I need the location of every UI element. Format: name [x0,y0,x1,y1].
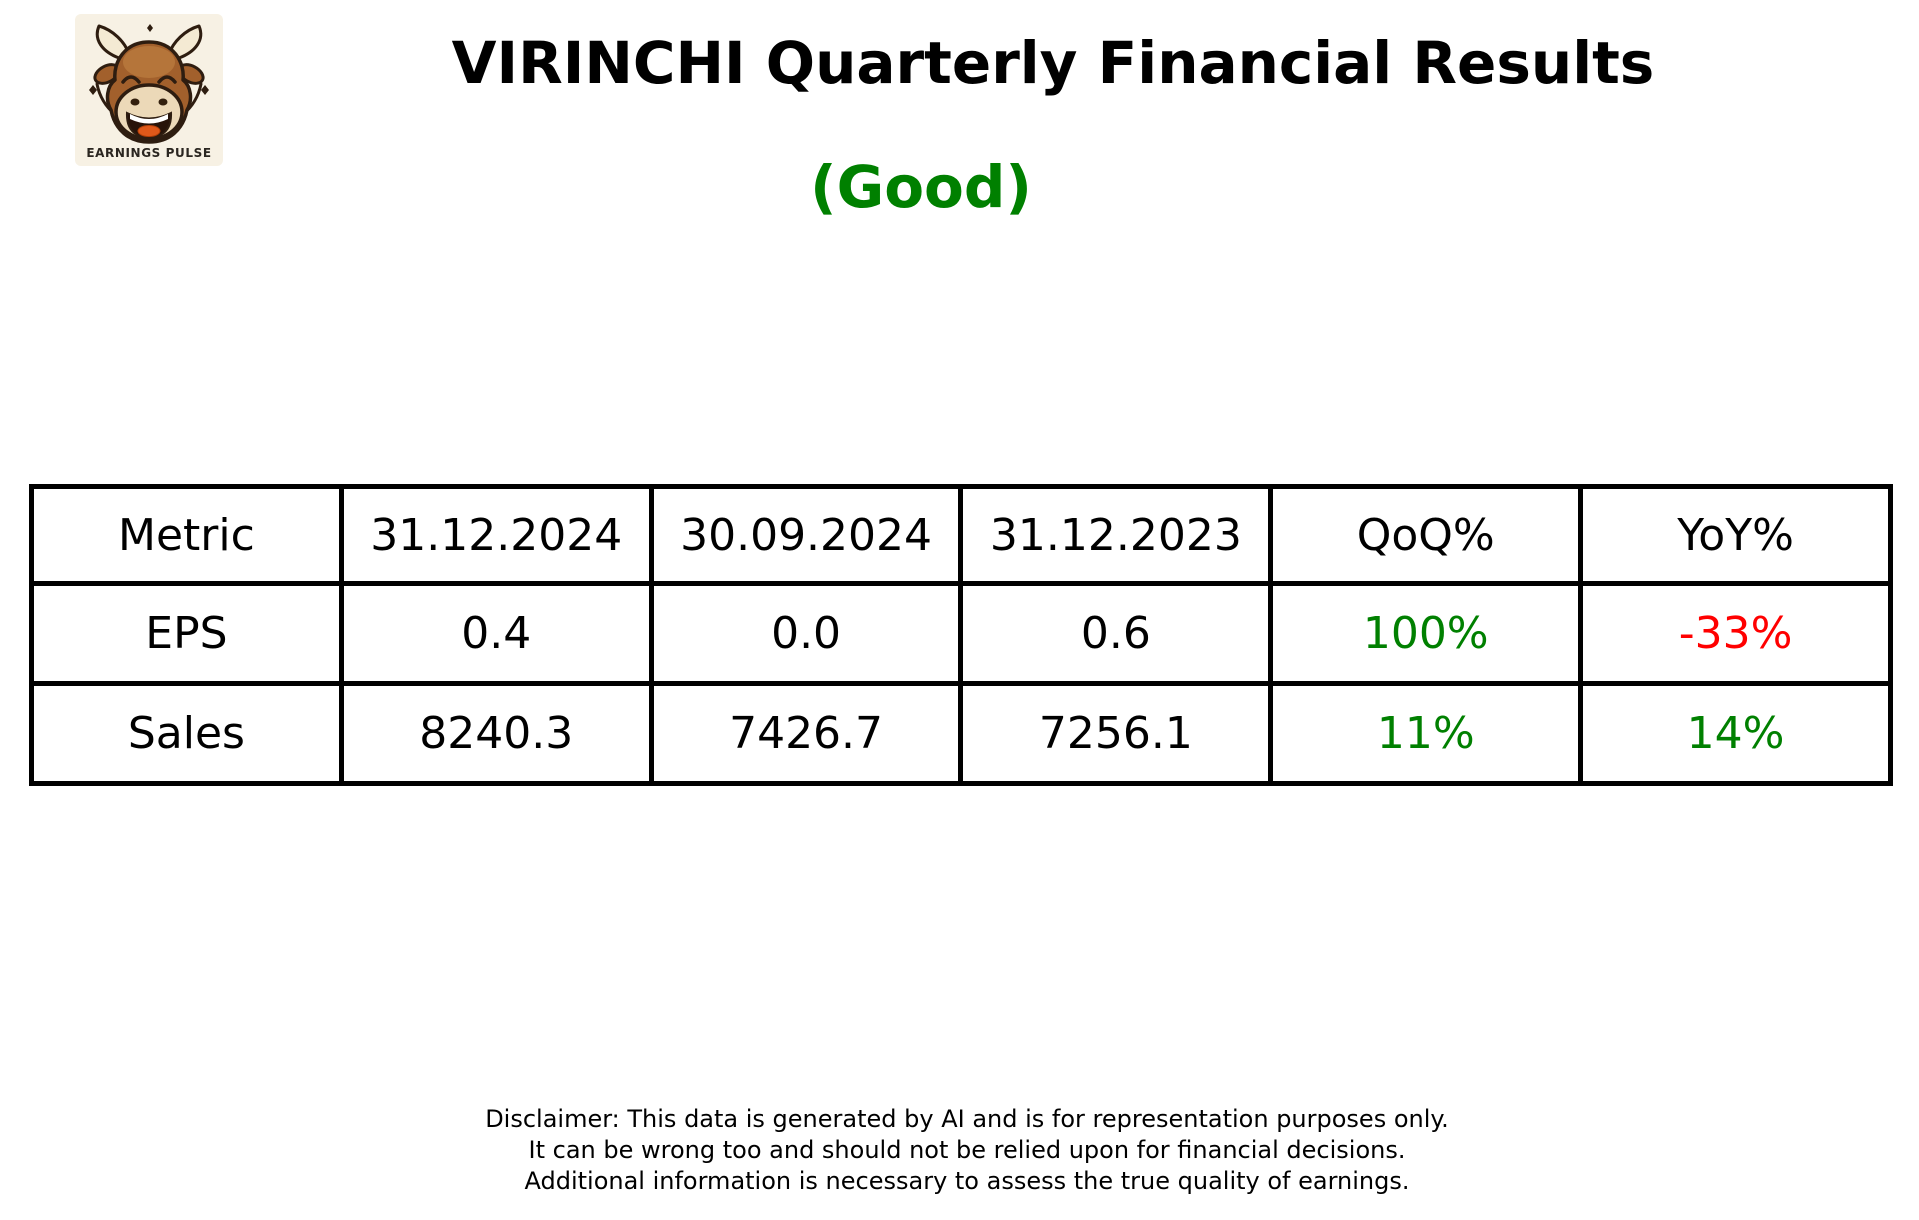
bull-logo-icon [89,24,209,144]
disclaimer-line: Disclaimer: This data is generated by AI… [485,1105,1449,1133]
header-quarter-yearago: 31.12.2023 [958,484,1274,586]
table-row-sales: Sales 8240.3 7426.7 7256.1 11% 14% [29,681,1893,786]
header-quarter-current: 31.12.2024 [338,484,654,586]
sales-previous-value: 7426.7 [648,681,964,786]
eps-current-value: 0.4 [338,581,654,686]
page-title: VIRINCHI Quarterly Financial Results [451,29,1655,97]
sales-yoy-value: 14% [1578,681,1893,786]
earnings-pulse-logo: EARNINGS PULSE [75,14,223,166]
eps-yearago-value: 0.6 [958,581,1274,686]
table-row-eps: EPS 0.4 0.0 0.6 100% -33% [29,581,1893,686]
header-yoy: YoY% [1578,484,1893,586]
eps-qoq-value: 100% [1268,581,1584,686]
disclaimer: Disclaimer: This data is generated by AI… [485,1104,1449,1197]
quarterly-results-table: Metric 31.12.2024 30.09.2024 31.12.2023 … [29,484,1893,786]
disclaimer-line: It can be wrong too and should not be re… [528,1136,1406,1164]
header-quarter-previous: 30.09.2024 [648,484,964,586]
sales-current-value: 8240.3 [338,681,654,786]
eps-yoy-value: -33% [1578,581,1893,686]
sales-qoq-value: 11% [1268,681,1584,786]
disclaimer-line: Additional information is necessary to a… [524,1167,1410,1195]
verdict-label: (Good) [810,153,1032,221]
table-header-row: Metric 31.12.2024 30.09.2024 31.12.2023 … [29,484,1893,586]
sales-yearago-value: 7256.1 [958,681,1274,786]
logo-wordmark: EARNINGS PULSE [86,146,212,160]
header-qoq: QoQ% [1268,484,1584,586]
eps-metric-label: EPS [29,581,344,686]
eps-previous-value: 0.0 [648,581,964,686]
header-metric: Metric [29,484,344,586]
sales-metric-label: Sales [29,681,344,786]
